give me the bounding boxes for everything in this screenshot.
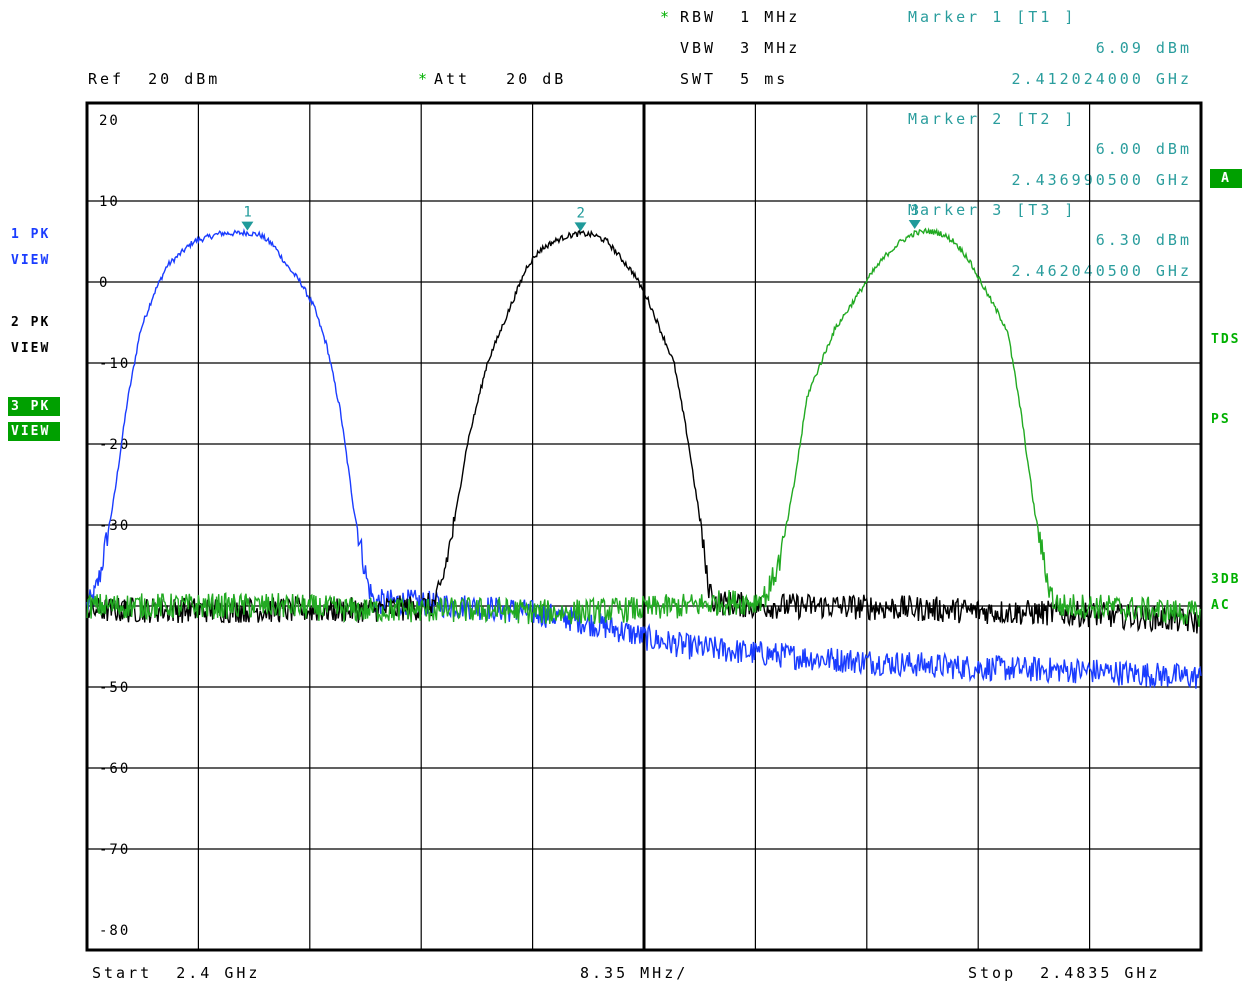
y-tick-label: -20 [99,437,130,453]
y-tick-label: -50 [99,680,130,696]
marker-1-triangle [241,221,254,231]
marker-2-freq: 2.436990500 GHz [1011,171,1192,189]
trace-1-mode[interactable]: 1 PK [11,227,51,242]
marker-1-freq: 2.412024000 GHz [1011,70,1192,88]
start-frequency: Start 2.4 GHz [92,964,261,982]
marker-2-triangle [574,222,587,232]
marker-3-triangle [908,219,921,229]
marker-2-label: Marker 2 [T2 ] [908,110,1077,128]
marker-2-number: 2 [577,205,585,221]
trace-3-view[interactable]: VIEW [8,422,60,441]
marker-1-number: 1 [243,205,251,221]
marker-3-number: 3 [911,203,919,219]
att-star: * [418,70,431,88]
y-tick-label: -80 [99,923,130,939]
y-tick-label: 10 [99,194,120,210]
att-label: Att 20 dB [434,70,567,88]
y-tick-label: -10 [99,356,130,372]
span-per-division: 8.35 MHz/ [580,964,689,982]
vbw-label: VBW 3 MHz [680,39,801,57]
y-tick-label: -60 [99,761,130,777]
tds-indicator: TDS [1211,332,1241,347]
trace-a-badge: A [1210,169,1242,188]
marker-3-freq: 2.462040500 GHz [1011,262,1192,280]
y-tick-label: 0 [99,275,109,291]
rbw-label: RBW 1 MHz [680,8,801,26]
trace-3-line [86,227,1201,627]
rbw-star: * [660,8,673,26]
marker-3-level: 6.30 dBm [1095,231,1192,249]
trace-2-mode[interactable]: 2 PK [11,315,51,330]
marker-2-level: 6.00 dBm [1095,140,1192,158]
swt-label: SWT 5 ms [680,70,789,88]
trace-3-mode[interactable]: 3 PK [8,397,60,416]
ref-level-label: Ref 20 dBm [88,70,221,88]
y-tick-label: -30 [99,518,130,534]
y-tick-label: -70 [99,842,130,858]
marker-3-label: Marker 3 [T3 ] [908,201,1077,219]
trace-2-view[interactable]: VIEW [11,341,51,356]
marker-1-level: 6.09 dBm [1095,39,1192,57]
ps-indicator: PS [1211,412,1231,427]
stop-frequency: Stop 2.4835 GHz [968,964,1161,982]
y-tick-label: 20 [99,113,120,129]
trace-1-line [86,227,1202,689]
3db-indicator: 3DB [1211,572,1241,587]
trace-1-view[interactable]: VIEW [11,253,51,268]
ac-indicator: AC [1211,598,1231,613]
marker-1-label: Marker 1 [T1 ] [908,8,1077,26]
